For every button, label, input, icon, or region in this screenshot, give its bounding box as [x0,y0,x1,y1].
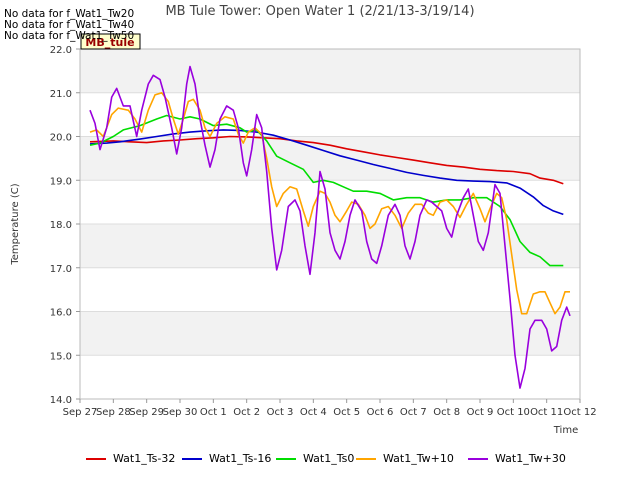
x-tick-label: Oct 1 [200,407,227,418]
mb-tule-badge: MB_tule [80,33,141,50]
y-tick-label: 14.0 [50,395,72,406]
background-band [80,49,580,93]
y-tick-label: 15.0 [50,351,72,362]
x-tick-label: Sep 28 [96,407,131,418]
legend-item-ts-16: Wat1_Ts-16 [182,452,271,465]
x-axis-label: Time [553,425,578,436]
no-data-note-2: No data for f_Wat1_Tw40 [4,19,135,31]
legend: Wat1_Ts-32 Wat1_Ts-16 Wat1_Ts0 Wat1_Tw+1… [0,452,640,470]
y-tick-label: 20.0 [50,133,72,144]
x-tick-label: Oct 4 [300,407,327,418]
x-tick-label: Oct 7 [400,407,427,418]
y-tick-label: 18.0 [50,220,72,231]
background-band [80,311,580,356]
legend-swatch [182,457,202,460]
y-tick-label: 21.0 [50,89,72,100]
no-data-note-1: No data for f_Wat1_Tw20 [4,8,135,20]
y-tick-label: 17.0 [50,264,72,275]
y-tick-label: 16.0 [50,308,72,319]
legend-item-tw-30: Wat1_Tw+30 [468,452,566,465]
x-tick-label: Sep 29 [129,407,164,418]
x-tick-label: Oct 8 [433,407,460,418]
badge-label: MB_tule [85,36,134,49]
y-tick-label: 22.0 [50,45,72,56]
legend-swatch [356,457,376,460]
series-lines [89,65,571,389]
legend-label: Wat1_Tw+10 [383,452,454,465]
background-band [80,355,580,399]
legend-item-ts-32: Wat1_Ts-32 [86,452,175,465]
background-band [80,267,580,312]
x-tick-label: Sep 30 [163,407,198,418]
series-line-wat1-tw-30 [89,65,571,389]
legend-item-ts0: Wat1_Ts0 [276,452,354,465]
no-data-note-3: No data for f_Wat1_Tw50 [4,30,135,42]
background-band [80,92,580,137]
background-band [80,136,580,181]
legend-label: Wat1_Ts0 [303,452,355,465]
y-axis-label: Temperature (C) [10,183,21,265]
legend-item-tw-10: Wat1_Tw+10 [356,452,454,465]
legend-label: Wat1_Tw+30 [495,452,566,465]
x-tick-label: Oct 9 [467,407,494,418]
legend-label: Wat1_Ts-32 [113,452,176,465]
series-line-wat1-ts-32 [89,135,564,185]
x-tick-label: Oct 11 [530,407,563,418]
x-tick-label: Oct 6 [367,407,394,418]
legend-swatch [276,457,296,460]
x-tick-label: Oct 12 [563,407,596,418]
legend-swatch [86,457,106,460]
legend-swatch [468,457,488,460]
x-tick-label: Oct 3 [267,407,294,418]
x-tick-label: Oct 10 [497,407,530,418]
legend-label: Wat1_Ts-16 [209,452,272,465]
y-axis-tick-labels: 14.0 15.0 16.0 17.0 18.0 19.0 20.0 21.0 22.0 [50,45,80,406]
x-tick-label: Oct 5 [333,407,360,418]
x-tick-label: Sep 27 [63,407,98,418]
x-tick-label: Oct 2 [233,407,260,418]
y-tick-label: 19.0 [50,176,72,187]
chart-title: MB Tule Tower: Open Water 1 (2/21/13-3/1… [165,4,474,19]
